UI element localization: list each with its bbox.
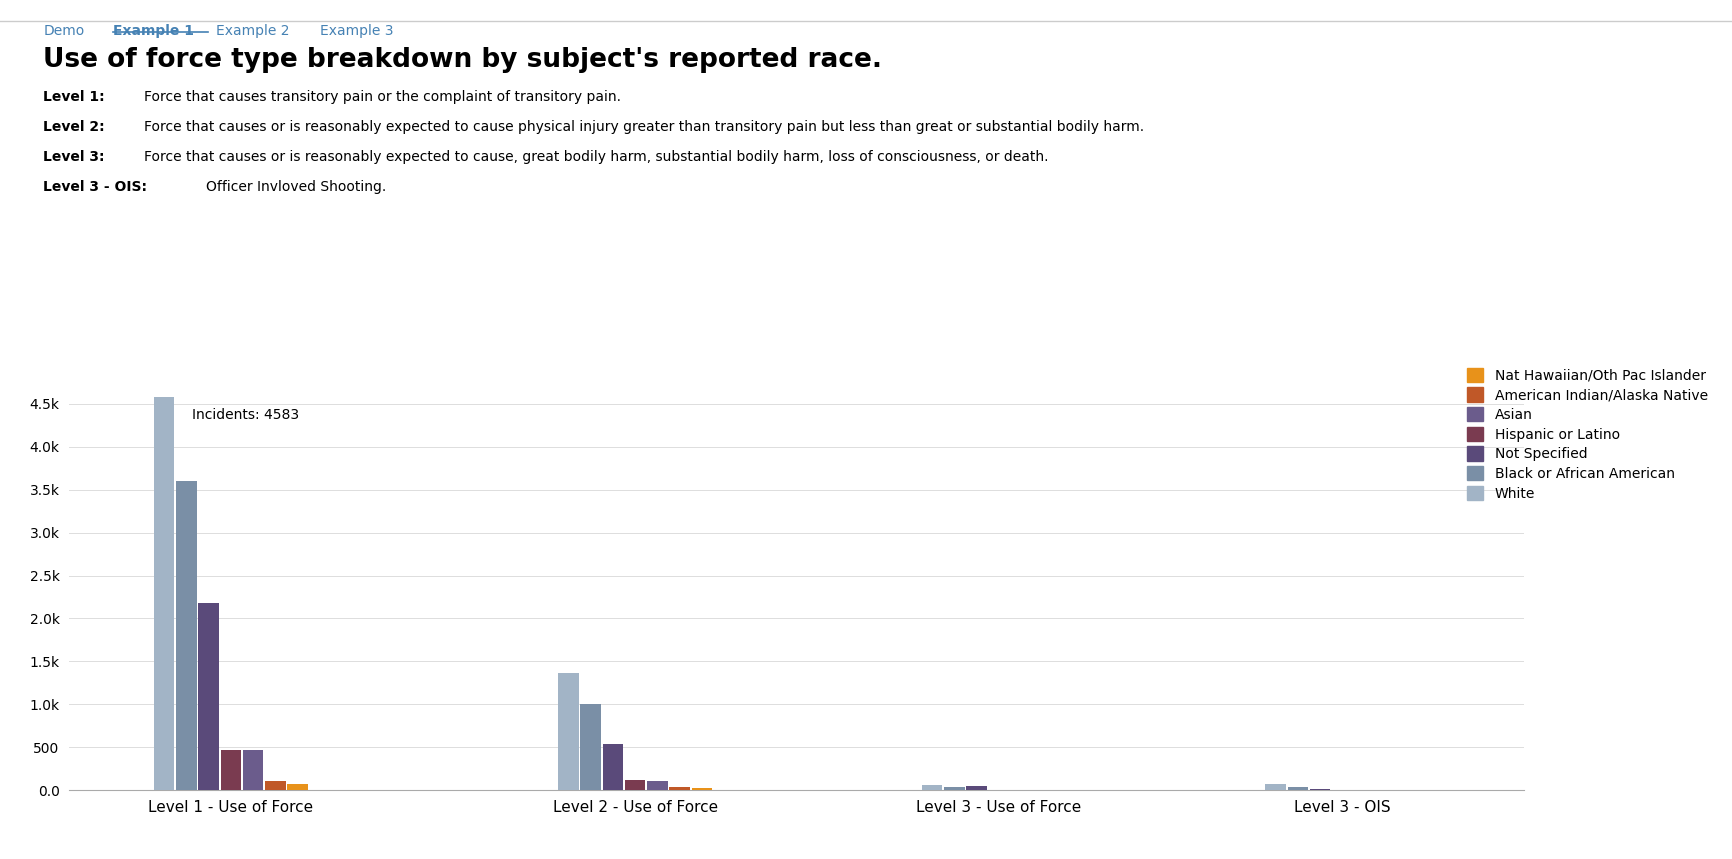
Text: Level 1:: Level 1: bbox=[43, 90, 106, 104]
Text: Officer Invloved Shooting.: Officer Invloved Shooting. bbox=[206, 180, 386, 194]
Bar bbox=[242, 750, 263, 790]
Text: Example 1: Example 1 bbox=[113, 24, 194, 38]
Bar bbox=[1266, 784, 1285, 790]
Text: Example 2: Example 2 bbox=[216, 24, 289, 38]
Bar bbox=[625, 780, 646, 790]
Bar bbox=[966, 786, 987, 790]
Text: Level 3 - OIS:: Level 3 - OIS: bbox=[43, 180, 147, 194]
Bar bbox=[558, 673, 578, 790]
Bar bbox=[580, 704, 601, 790]
Text: Level 3:: Level 3: bbox=[43, 150, 106, 164]
Bar bbox=[921, 785, 942, 790]
Bar bbox=[669, 787, 689, 790]
Legend: Nat Hawaiian/Oth Pac Islander, American Indian/Alaska Native, Asian, Hispanic or: Nat Hawaiian/Oth Pac Islander, American … bbox=[1467, 368, 1708, 501]
Bar bbox=[288, 784, 308, 790]
Bar bbox=[1287, 787, 1308, 790]
Bar bbox=[1309, 789, 1330, 790]
Bar bbox=[220, 750, 241, 790]
Bar bbox=[265, 781, 286, 790]
Bar bbox=[603, 744, 624, 790]
Bar bbox=[691, 788, 712, 790]
Text: Force that causes transitory pain or the complaint of transitory pain.: Force that causes transitory pain or the… bbox=[144, 90, 620, 104]
Text: Example 3: Example 3 bbox=[320, 24, 393, 38]
Text: Force that causes or is reasonably expected to cause, great bodily harm, substan: Force that causes or is reasonably expec… bbox=[144, 150, 1048, 164]
Bar bbox=[648, 781, 667, 790]
Text: Use of force type breakdown by subject's reported race.: Use of force type breakdown by subject's… bbox=[43, 47, 882, 73]
Bar bbox=[199, 603, 218, 790]
Bar bbox=[944, 787, 965, 790]
Bar bbox=[154, 397, 175, 790]
Text: Demo: Demo bbox=[43, 24, 85, 38]
Text: Level 2:: Level 2: bbox=[43, 120, 106, 134]
Text: Incidents: 4583: Incidents: 4583 bbox=[192, 408, 298, 423]
Bar bbox=[177, 481, 197, 790]
Text: Force that causes or is reasonably expected to cause physical injury greater tha: Force that causes or is reasonably expec… bbox=[144, 120, 1143, 134]
